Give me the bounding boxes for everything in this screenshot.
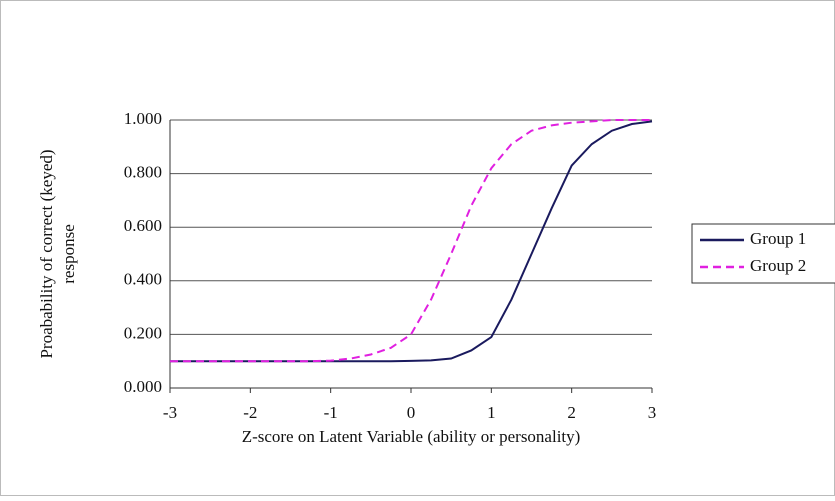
x-tick-label: 1 [487,403,496,422]
y-tick-label: 1.000 [124,109,162,128]
y-tick-label: 0.400 [124,270,162,289]
legend-box [691,223,835,284]
x-tick-label: -3 [163,403,177,422]
y-tick-label: 0.200 [124,323,162,342]
y-tick-label: 0.800 [124,163,162,182]
x-tick-label: -2 [243,403,257,422]
x-axis-label: Z-score on Latent Variable (ability or p… [242,427,581,446]
legend-label: Group 2 [750,256,806,275]
y-tick-label: 0.000 [124,377,162,396]
series-line [170,119,652,363]
y-axis-label: response [59,224,78,283]
x-tick-label: -1 [324,403,338,422]
y-axis-label: Proabability of correct (keyed) [37,149,56,358]
x-tick-label: 2 [567,403,576,422]
x-tick-label: 3 [648,403,657,422]
legend-label: Group 1 [750,229,806,248]
x-tick-label: 0 [407,403,416,422]
y-tick-label: 0.600 [124,216,162,235]
